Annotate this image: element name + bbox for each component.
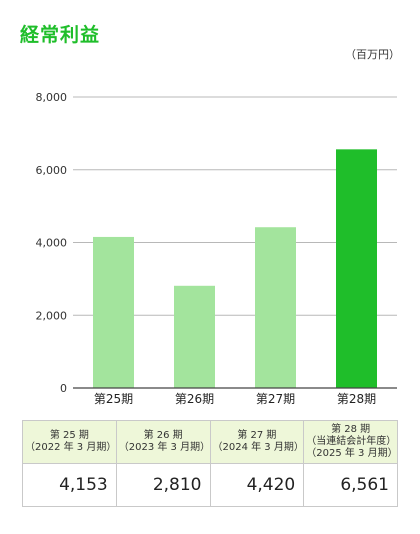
table-header-27: 第 27 期 （2024 年 3 月期） (209, 420, 305, 464)
unit-label: （百万円） (345, 48, 400, 61)
y-tick-label: 8,000 (36, 91, 68, 104)
bar (93, 236, 134, 388)
header-fiscal-28: （2025 年 3 月期） (306, 448, 398, 459)
table-header-28: 第 28 期 （当連結会計年度） （2025 年 3 月期） (303, 420, 398, 464)
bar (336, 149, 377, 388)
chart-title: 経常利益 (20, 24, 101, 46)
x-tick-label: 第28期 (337, 392, 376, 406)
header-fiscal-27: （2024 年 3 月期） (212, 442, 304, 453)
y-tick-label: 2,000 (36, 309, 68, 322)
header-period-26: 第 26 期 (143, 430, 183, 441)
table-value-row: 4,153 2,810 4,420 6,561 (22, 463, 398, 507)
x-tick-label: 第27期 (256, 392, 295, 406)
y-tick-label: 6,000 (36, 164, 68, 177)
table-value-28: 6,561 (303, 463, 398, 507)
table-header-25: 第 25 期 （2022 年 3 月期） (22, 420, 117, 464)
table-header-row: 第 25 期 （2022 年 3 月期） 第 26 期 （2023 年 3 月期… (22, 420, 398, 464)
header-period-27: 第 27 期 (237, 430, 277, 441)
y-tick-label: 0 (60, 382, 67, 395)
bar (255, 227, 296, 388)
table-header-26: 第 26 期 （2023 年 3 月期） (115, 420, 211, 464)
x-tick-label: 第26期 (175, 392, 214, 406)
header-fiscal-26: （2023 年 3 月期） (118, 442, 211, 453)
header-period-25: 第 25 期 (49, 430, 89, 441)
table-value-26: 2,810 (115, 463, 211, 507)
y-tick-label: 4,000 (36, 237, 68, 250)
bar-chart: 8,000 6,000 4,000 2,000 0 第25期 第26期 第27期 第28期 (36, 91, 397, 406)
data-table: 第 25 期 （2022 年 3 月期） 第 26 期 （2023 年 3 月期… (22, 420, 398, 507)
table-value-27: 4,420 (209, 463, 305, 507)
header-period-28: 第 28 期 (331, 424, 371, 435)
header-consolidated-28: （当連結会計年度） (306, 436, 397, 447)
header-fiscal-25: （2022 年 3 月期） (25, 442, 117, 453)
table-value-25: 4,153 (22, 463, 117, 507)
x-tick-label: 第25期 (94, 392, 133, 406)
bar (174, 285, 215, 388)
